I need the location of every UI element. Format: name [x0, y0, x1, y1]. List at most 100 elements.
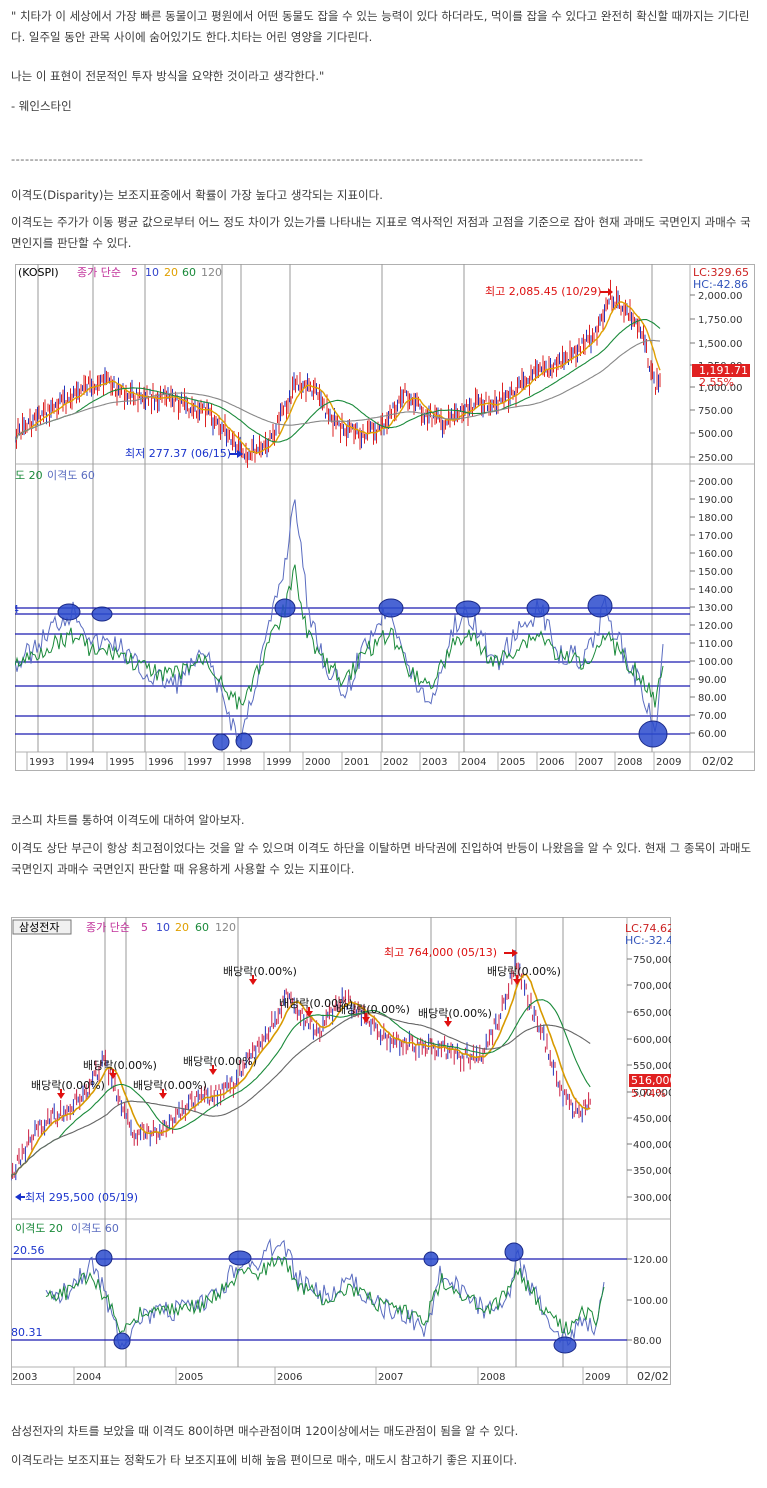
kospi-legend-ma60: 60 — [182, 266, 196, 279]
samsung-signal-marker-1 — [228, 1250, 252, 1266]
kospi-price-tick-label-0: 2,000.00 — [698, 291, 743, 302]
kospi-year-label-16: 2009 — [656, 757, 681, 768]
samsung-year-label-3: 2006 — [277, 1372, 302, 1383]
samsung-upper-level: 20.56 — [13, 1244, 45, 1257]
samsung-dividend-label-4: 배당락(0.00%) — [223, 965, 297, 978]
kospi-legend-name: (KOSPI) — [18, 266, 59, 279]
kospi-disp-tick-label-2: 180.00 — [698, 513, 733, 524]
kospi-year-label-0: 1993 — [29, 757, 54, 768]
kospi-price-tick-label-5: 750.00 — [698, 406, 733, 417]
samsung-price-tick-label-0: 750,000 — [633, 955, 671, 966]
samsung-legend-ma: 종가 단순 — [86, 921, 130, 934]
kospi-hc: HC:-42.86 — [693, 278, 748, 291]
samsung-current-price-box — [629, 1074, 671, 1087]
samsung-dividend-label-0: 배당락(0.00%) — [31, 1079, 105, 1092]
intro-paragraph-1: 이격도(Disparity)는 보조지표중에서 확률이 가장 높다고 생각되는 … — [11, 188, 383, 202]
kospi-current-price: 1,191.71 — [699, 364, 748, 377]
kospi-disp-tick-label-1: 190.00 — [698, 495, 733, 506]
samsung-price-tick-label-7: 400,000 — [633, 1140, 671, 1151]
samsung-legend-ma5: 5 — [141, 921, 148, 934]
kospi-disp-tick-label-10: 100.00 — [698, 657, 733, 668]
kospi-year-label-10: 2003 — [422, 757, 447, 768]
kospi-year-label-2: 1995 — [109, 757, 134, 768]
kospi-signal-marker-1 — [91, 606, 113, 622]
samsung-price-tick-label-5: 500,000 — [633, 1088, 671, 1099]
kospi-signal-marker-8 — [235, 732, 253, 750]
mid-paragraph-2: 이격도 상단 부근이 항상 최고점이었다는 것을 알 수 있으며 이격도 하단을… — [11, 841, 752, 876]
samsung-dividend-arrow-1 — [109, 1069, 117, 1079]
kospi-disp-tick-label-14: 60.00 — [698, 729, 727, 740]
samsung-year-label-1: 2004 — [76, 1372, 101, 1383]
kospi-disparity-legend-20: 도 20 — [15, 469, 43, 482]
kospi-ma120-line — [14, 339, 661, 440]
kospi-year-label-14: 2007 — [578, 757, 603, 768]
samsung-year-label-0: 2003 — [12, 1372, 37, 1383]
samsung-legend-box — [12, 919, 72, 935]
samsung-price-tick-label-2: 650,000 — [633, 1008, 671, 1019]
samsung-price-tick-label-6: 450,000 — [633, 1114, 671, 1125]
kospi-legend-ma20: 20 — [164, 266, 178, 279]
kospi-disp-tick-label-8: 120.00 — [698, 621, 733, 632]
samsung-year-label-6: 2009 — [585, 1372, 610, 1383]
kospi-disp-tick-label-7: 130.00 — [698, 603, 733, 614]
samsung-price-tick-label-4: 550,000 — [633, 1061, 671, 1072]
samsung-legend-name: 삼성전자 — [19, 921, 59, 934]
samsung-signal-marker-5 — [553, 1336, 577, 1354]
samsung-year-label-5: 2008 — [480, 1372, 505, 1383]
kospi-signal-marker-0 — [57, 603, 81, 621]
samsung-lc: LC:74.62 — [625, 922, 671, 935]
quote-paragraph: " 치타가 이 세상에서 가장 빠른 동물이고 평원에서 어떤 동물도 잡을 수… — [11, 9, 750, 44]
kospi-disp-tick-label-6: 140.00 — [698, 585, 733, 596]
kospi-chart-canvas: 1993 1994 1995 1996 1997 1998 1999 2000 2001 2002… — [12, 264, 755, 771]
kospi-disp-tick-label-0: 200.00 — [698, 477, 733, 488]
kospi-disparity60-line — [14, 499, 664, 742]
intro-paragraph-2: 이격도는 주가가 이동 평균 값으로부터 어느 정도 차이가 있는가를 나타내는… — [11, 215, 751, 250]
kospi-disp-tick-label-9: 110.00 — [698, 639, 733, 650]
divider-line: ----------------------------------------… — [11, 152, 644, 166]
kospi-year-label-9: 2002 — [383, 757, 408, 768]
kospi-year-label-3: 1996 — [148, 757, 173, 768]
samsung-chart-canvas: 2003 2004 2005 2006 2007 2008 2009 750,000 700,… — [10, 917, 677, 1385]
samsung-signal-marker-4 — [113, 1332, 131, 1350]
kospi-disp-tick-label-11: 90.00 — [698, 675, 727, 686]
samsung-dividend-label-3: 배당락(0.00%) — [183, 1055, 257, 1068]
samsung-price-tick-label-9: 300,000 — [633, 1193, 671, 1204]
outro-paragraph-2: 이격도라는 보조지표는 정확도가 타 보조지표에 비해 높음 편이므로 매수, … — [11, 1453, 518, 1467]
samsung-ma20-line — [10, 973, 591, 1178]
samsung-legend-ma20: 20 — [175, 921, 189, 934]
samsung-year-label-4: 2007 — [378, 1372, 403, 1383]
kospi-price-tick-label-6: 500.00 — [698, 429, 733, 440]
kospi-price-tick-label-7: 250.00 — [698, 453, 733, 464]
samsung-disp-tick-label-1: 100.00 — [633, 1296, 668, 1307]
kospi-signal-marker-4 — [455, 600, 481, 618]
kospi-legend-ma10: 10 — [145, 266, 159, 279]
kospi-year-label-1: 1994 — [69, 757, 94, 768]
samsung-low-arrow — [15, 1193, 25, 1201]
kospi-disparity-chart: 1993 1994 1995 1996 1997 1998 1999 2000 2001 2002… — [12, 264, 755, 771]
samsung-dividend-label-2: 배당락(0.00%) — [133, 1079, 207, 1092]
mid-paragraph-1: 코스피 차트를 통하여 이격도에 대하여 알아보자. — [11, 813, 245, 827]
kospi-signal-marker-7 — [212, 733, 230, 751]
samsung-current-price: 516,000 — [631, 1074, 671, 1087]
kospi-signal-marker-5 — [526, 598, 550, 618]
samsung-legend-ma10: 10 — [156, 921, 170, 934]
kospi-disparity20-line — [14, 564, 664, 710]
samsung-price-tick-label-3: 600,000 — [633, 1035, 671, 1046]
kospi-signal-marker-2 — [274, 598, 296, 618]
samsung-date-label: 02/02 — [637, 1370, 669, 1383]
kospi-year-label-13: 2006 — [539, 757, 564, 768]
samsung-dividend-arrow-2 — [159, 1089, 167, 1099]
kospi-left-mark: 4 — [15, 603, 19, 616]
kospi-low-label: 최저 277.37 (06/15) — [125, 447, 231, 460]
samsung-disparity-legend-20: 이격도 20 — [15, 1222, 63, 1235]
kospi-low-arrow — [229, 450, 243, 458]
kospi-year-label-4: 1997 — [187, 757, 212, 768]
kospi-legend-ma120: 120 — [201, 266, 222, 279]
kospi-signal-marker-6 — [587, 594, 613, 618]
kospi-ma60-line — [14, 319, 661, 443]
kospi-current-price-box — [692, 364, 750, 377]
kospi-year-label-6: 1999 — [266, 757, 291, 768]
samsung-low-label: 최저 295,500 (05/19) — [25, 1191, 138, 1204]
samsung-lower-level: 80.31 — [11, 1326, 43, 1339]
samsung-year-label-2: 2005 — [178, 1372, 203, 1383]
